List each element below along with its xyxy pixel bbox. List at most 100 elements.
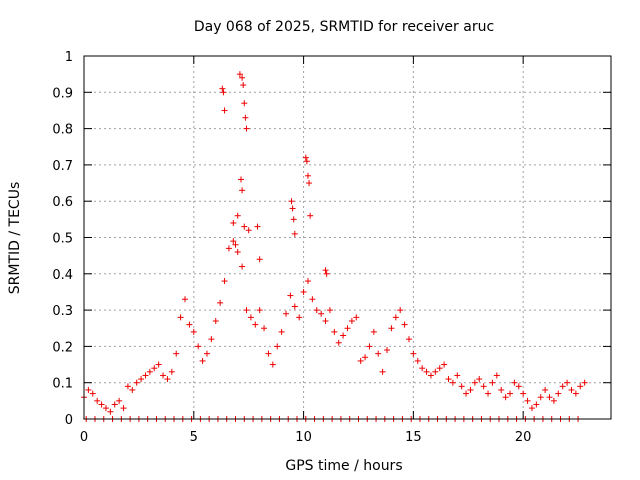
data-point: [577, 383, 584, 390]
data-point: [177, 314, 184, 321]
data-point: [230, 238, 237, 245]
data-point: [239, 74, 246, 81]
data-point: [555, 390, 562, 397]
data-point: [362, 354, 369, 361]
data-point: [234, 249, 241, 256]
data-point: [353, 314, 360, 321]
data-point: [323, 270, 330, 277]
data-point: [379, 368, 386, 375]
data-point: [254, 223, 261, 230]
data-point: [287, 292, 294, 299]
axis-ticks: 00.10.20.30.40.50.60.70.80.910 5 10 15 20: [52, 50, 611, 445]
data-point: [357, 357, 364, 364]
data-point: [581, 379, 588, 386]
data-point: [559, 383, 566, 390]
data-point: [300, 288, 307, 295]
data-point: [242, 114, 249, 121]
data-point: [419, 365, 426, 372]
data-point: [318, 310, 325, 317]
data-point: [463, 390, 470, 397]
data-point: [302, 154, 309, 161]
y-tick-label: 0: [65, 413, 73, 428]
data-point: [458, 383, 465, 390]
data-point: [296, 314, 303, 321]
data-point: [239, 263, 246, 270]
data-point: [220, 89, 227, 96]
data-point: [520, 390, 527, 397]
grid-lines: [84, 56, 611, 419]
data-point: [240, 82, 247, 89]
data-point: [120, 405, 127, 412]
data-point: [366, 343, 373, 350]
data-point: [303, 158, 310, 165]
data-point: [208, 336, 215, 343]
y-tick-label: 0.6: [52, 195, 73, 210]
data-point: [288, 198, 295, 205]
data-point: [344, 325, 351, 332]
data-point: [405, 336, 412, 343]
data-point: [291, 230, 298, 237]
data-point: [528, 405, 535, 412]
data-point: [449, 379, 456, 386]
data-point: [142, 372, 149, 379]
data-point: [489, 379, 496, 386]
data-point: [322, 317, 329, 324]
data-point: [471, 379, 478, 386]
data-point: [182, 296, 189, 303]
data-point: [160, 372, 167, 379]
data-point: [524, 397, 531, 404]
data-point: [546, 394, 553, 401]
x-tick-label: 5: [190, 430, 198, 445]
y-tick-label: 0.2: [52, 340, 73, 355]
x-tick-label: 15: [405, 430, 422, 445]
data-point: [306, 180, 313, 187]
data-point: [252, 321, 259, 328]
data-point: [164, 376, 171, 383]
data-point: [217, 299, 224, 306]
data-point: [331, 328, 338, 335]
data-point: [304, 278, 311, 285]
data-point: [436, 365, 443, 372]
data-point: [230, 219, 237, 226]
data-point: [133, 379, 140, 386]
data-point: [313, 307, 320, 314]
data-point: [291, 303, 298, 310]
data-point: [307, 212, 314, 219]
data-point: [537, 394, 544, 401]
data-point: [515, 383, 522, 390]
data-point: [375, 350, 382, 357]
data-point: [173, 350, 180, 357]
data-point: [432, 368, 439, 375]
data-point: [370, 328, 377, 335]
data-point: [397, 307, 404, 314]
y-tick-label: 0.3: [52, 304, 73, 319]
data-point: [85, 386, 92, 393]
data-point: [441, 361, 448, 368]
data-point: [423, 368, 430, 375]
x-tick-label: 20: [515, 430, 532, 445]
y-axis-label: SRMTID / TECUs: [7, 182, 23, 295]
data-point: [199, 357, 206, 364]
x-tick-label: 0: [80, 430, 88, 445]
data-point: [289, 205, 296, 212]
data-point: [256, 307, 263, 314]
data-point: [467, 386, 474, 393]
y-tick-label: 0.5: [52, 232, 73, 247]
data-point: [427, 372, 434, 379]
data-point: [304, 172, 311, 179]
data-point: [261, 325, 268, 332]
plot-frame: [83, 55, 612, 420]
data-point: [265, 350, 272, 357]
data-point: [186, 321, 193, 328]
data-point: [243, 307, 250, 314]
data-point: [243, 125, 250, 132]
data-point: [290, 216, 297, 223]
data-point: [129, 386, 136, 393]
data-point: [116, 397, 123, 404]
data-point: [410, 350, 417, 357]
data-point: [225, 245, 232, 252]
data-point: [234, 212, 241, 219]
data-point: [485, 390, 492, 397]
data-point: [190, 328, 197, 335]
